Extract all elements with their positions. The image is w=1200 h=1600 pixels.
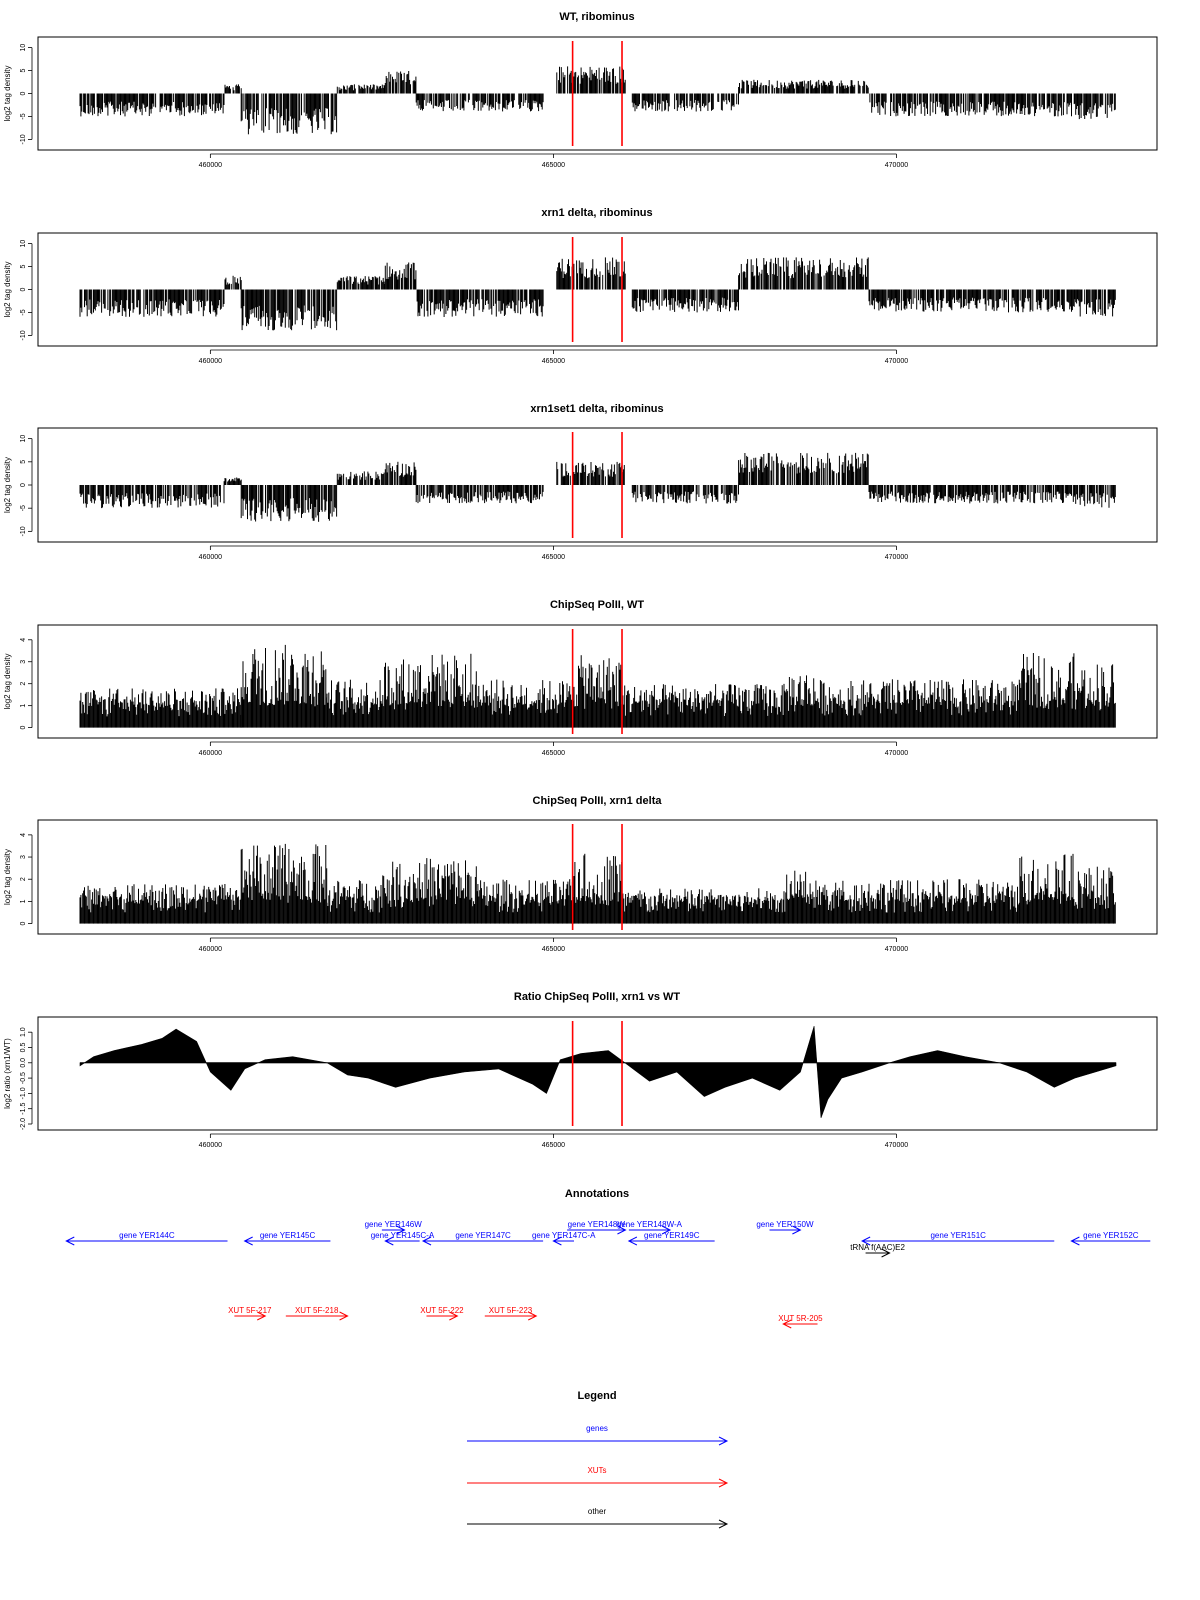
chart-title: xrn1set1 delta, ribominus — [530, 403, 663, 415]
x-tick-label: 465000 — [542, 162, 565, 169]
y-tick-label: -10 — [20, 330, 27, 340]
y-tick-label: 10 — [20, 44, 27, 52]
chart-panel-4: ChipSeq PolII, xrn1 delta 0 1 2 3 4 log2 tag d… — [3, 795, 1158, 953]
y-tick-label: 3 — [20, 855, 27, 859]
y-axis-label: log2 tag density — [3, 65, 12, 121]
y-tick-label: 0 — [20, 91, 27, 95]
x-tick-label: 470000 — [885, 946, 908, 953]
x-tick-label: 470000 — [885, 750, 908, 757]
y-tick-label: 1 — [20, 899, 27, 903]
x-tick-label: 465000 — [542, 750, 565, 757]
plot-frame — [37, 36, 1158, 151]
x-tick-label: 460000 — [199, 750, 222, 757]
x-tick-label: 470000 — [885, 358, 908, 365]
y-tick-label: 5 — [20, 68, 27, 72]
y-axis-label: log2 tag density — [3, 653, 12, 709]
y-tick-label: 4 — [20, 638, 27, 642]
plot-frame — [37, 427, 1158, 543]
data-bars — [79, 452, 1116, 522]
y-tick-label: -10 — [20, 526, 27, 536]
data-bars — [79, 257, 1116, 331]
y-tick-label: -5 — [20, 309, 27, 315]
x-tick-label: 460000 — [199, 554, 222, 561]
x-tick-label: 470000 — [885, 554, 908, 561]
y-tick-label: 2 — [20, 877, 27, 881]
plot-frame — [37, 624, 1158, 739]
y-tick-label: -5 — [20, 113, 27, 119]
x-tick-label: 460000 — [199, 162, 222, 169]
y-tick-label: 10 — [20, 240, 27, 248]
y-tick-label: 3 — [20, 660, 27, 664]
y-tick-label: 0 — [20, 726, 27, 730]
y-tick-label: -5 — [20, 505, 27, 511]
chart-panel-0: WT, ribominus -10 -5 0 5 10 log2 tag density 46… — [3, 11, 1158, 169]
chart-panel-3: ChipSeq PolII, WT 0 1 2 3 4 log2 tag density 46… — [3, 599, 1158, 757]
y-tick-label: 2 — [20, 682, 27, 686]
y-tick-label: 0 — [20, 483, 27, 487]
x-tick-label: 465000 — [542, 358, 565, 365]
chart-title: ChipSeq PolII, WT — [550, 599, 644, 611]
y-axis-label: log2 tag density — [3, 457, 12, 513]
plot-frame — [37, 232, 1158, 347]
x-tick-label: 465000 — [542, 554, 565, 561]
y-axis-label: log2 tag density — [3, 261, 12, 317]
y-tick-label: 5 — [20, 264, 27, 268]
data-bars — [79, 644, 1116, 728]
chart-panel-2: xrn1set1 delta, ribominus -10 -5 0 5 10 log2 t… — [3, 403, 1158, 561]
chart-title: ChipSeq PolII, xrn1 delta — [533, 795, 663, 807]
y-tick-label: 1 — [20, 704, 27, 708]
y-tick-label: 0 — [20, 922, 27, 926]
y-tick-label: 4 — [20, 833, 27, 837]
y-axis-label: log2 tag density — [3, 849, 12, 905]
data-bars — [79, 843, 1116, 924]
y-tick-label: 5 — [20, 460, 27, 464]
data-bars — [79, 66, 1116, 135]
x-tick-label: 465000 — [542, 946, 565, 953]
chart-panel-1: xrn1 delta, ribominus -10 -5 0 5 10 log2 tag d… — [3, 207, 1158, 365]
y-tick-label: 0 — [20, 287, 27, 291]
chart-title: xrn1 delta, ribominus — [541, 207, 652, 219]
plot-frame — [37, 819, 1158, 935]
y-tick-label: -10 — [20, 134, 27, 144]
x-tick-label: 470000 — [885, 162, 908, 169]
y-tick-label: 10 — [20, 435, 27, 443]
chart-title: WT, ribominus — [559, 11, 634, 23]
x-tick-label: 460000 — [199, 358, 222, 365]
x-tick-label: 460000 — [199, 946, 222, 953]
